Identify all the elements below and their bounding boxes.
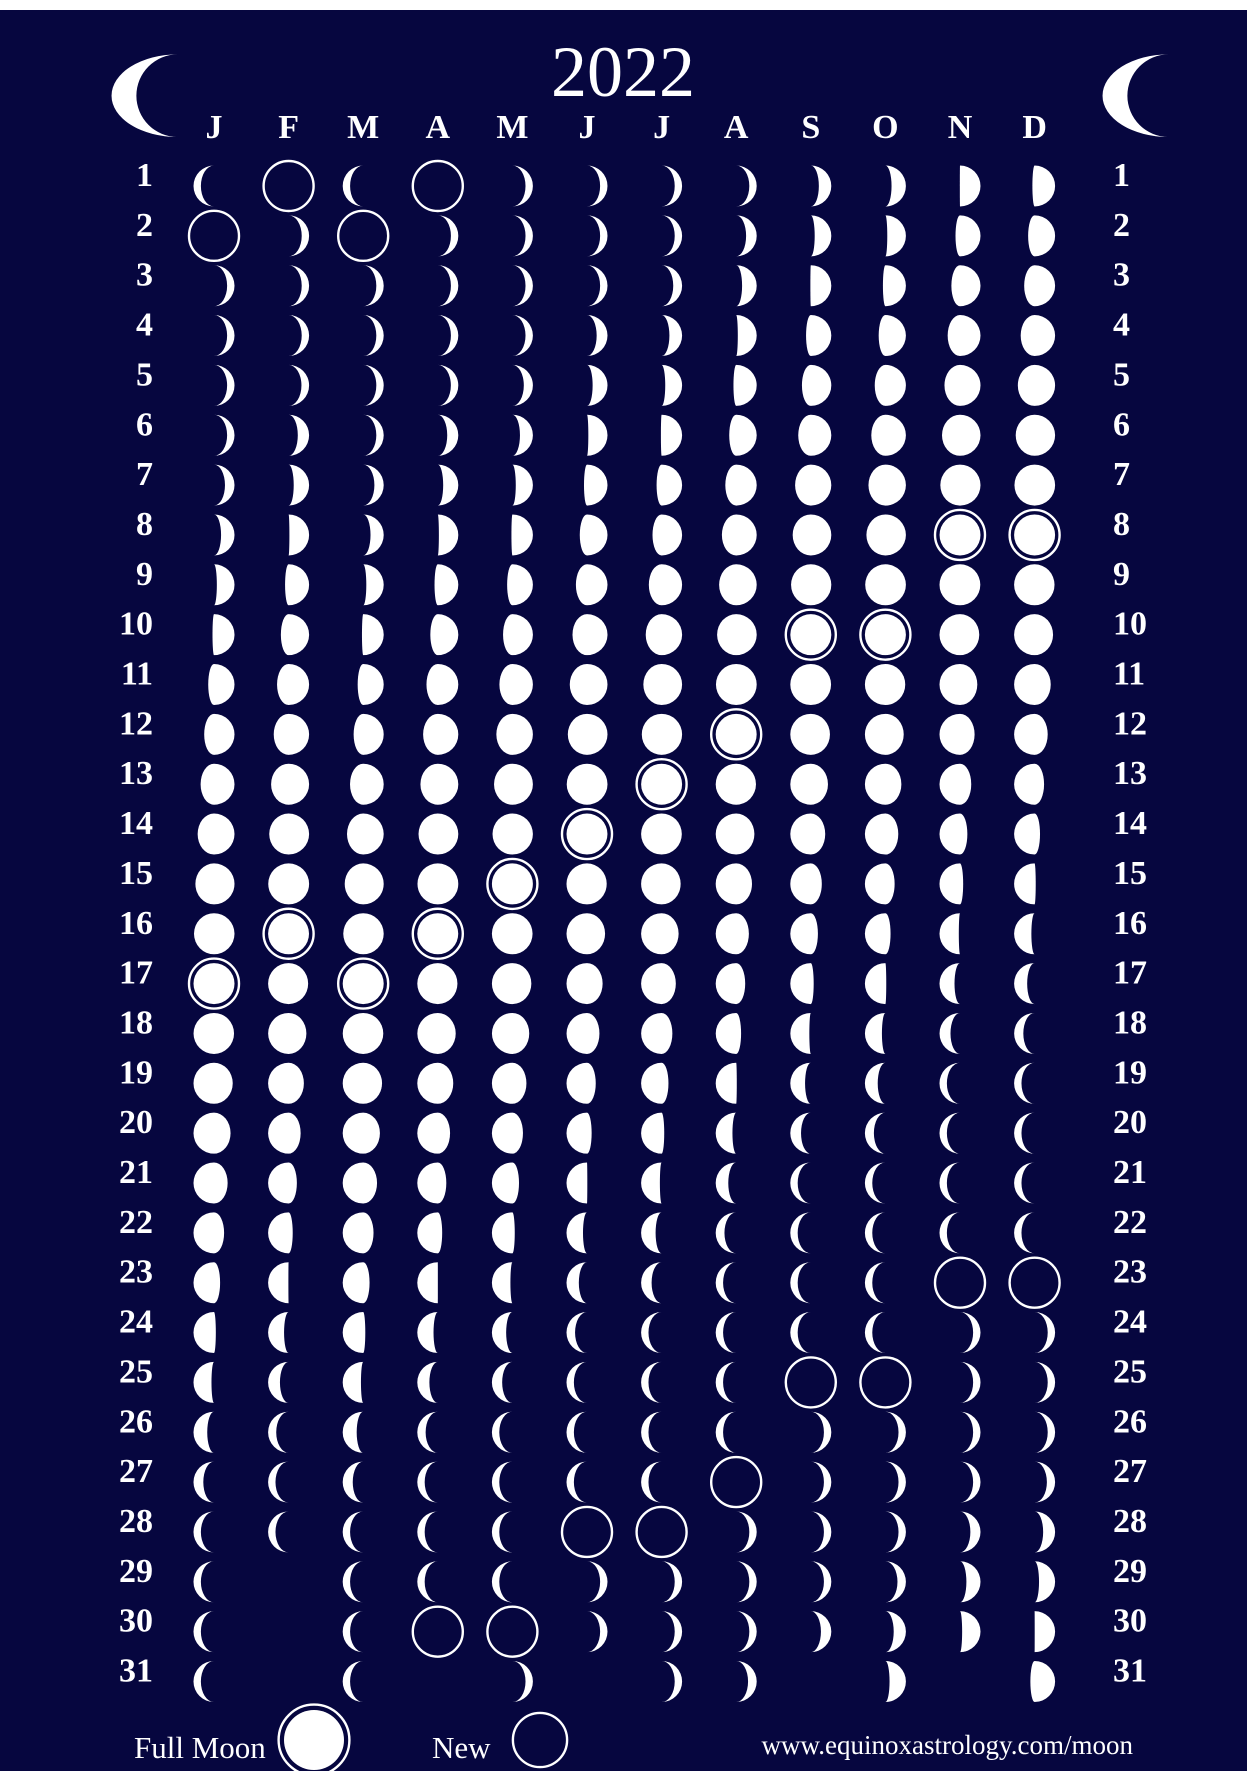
svg-text:22: 22	[1113, 1204, 1147, 1241]
svg-text:1: 1	[136, 157, 153, 194]
svg-text:28: 28	[119, 1503, 153, 1540]
svg-text:2022: 2022	[551, 32, 695, 112]
svg-text:4: 4	[1113, 307, 1130, 344]
svg-text:2: 2	[1113, 207, 1130, 244]
svg-text:24: 24	[119, 1304, 153, 1341]
svg-text:11: 11	[121, 656, 153, 693]
svg-text:Full Moon: Full Moon	[134, 1730, 266, 1765]
svg-text:10: 10	[1113, 606, 1147, 643]
svg-text:8: 8	[136, 506, 153, 543]
svg-text:30: 30	[1113, 1603, 1147, 1640]
svg-text:1: 1	[1113, 157, 1130, 194]
svg-text:28: 28	[1113, 1503, 1147, 1540]
svg-text:31: 31	[119, 1653, 153, 1690]
svg-text:31: 31	[1113, 1653, 1147, 1690]
svg-text:11: 11	[1113, 656, 1145, 693]
svg-text:9: 9	[136, 556, 153, 593]
svg-text:9: 9	[1113, 556, 1130, 593]
svg-text:2: 2	[136, 207, 153, 244]
svg-text:19: 19	[1113, 1054, 1147, 1091]
svg-text:New: New	[432, 1730, 491, 1765]
svg-text:17: 17	[119, 955, 153, 992]
svg-text:www.equinoxastrology.com/moon: www.equinoxastrology.com/moon	[762, 1730, 1134, 1760]
svg-text:14: 14	[119, 805, 153, 842]
svg-text:29: 29	[119, 1553, 153, 1590]
svg-text:24: 24	[1113, 1304, 1147, 1341]
svg-text:15: 15	[1113, 855, 1147, 892]
svg-text:18: 18	[1113, 1004, 1147, 1041]
svg-text:4: 4	[136, 307, 153, 344]
svg-text:12: 12	[1113, 705, 1147, 742]
svg-text:25: 25	[119, 1353, 153, 1390]
svg-text:18: 18	[119, 1004, 153, 1041]
svg-text:20: 20	[119, 1104, 153, 1141]
svg-text:8: 8	[1113, 506, 1130, 543]
svg-text:6: 6	[1113, 406, 1130, 443]
svg-text:15: 15	[119, 855, 153, 892]
svg-text:26: 26	[1113, 1403, 1147, 1440]
svg-text:A: A	[724, 109, 749, 146]
svg-text:J: J	[579, 109, 596, 146]
svg-text:M: M	[347, 109, 379, 146]
svg-text:16: 16	[119, 905, 153, 942]
svg-text:12: 12	[119, 705, 153, 742]
svg-text:O: O	[872, 109, 898, 146]
svg-text:A: A	[426, 109, 451, 146]
svg-text:30: 30	[119, 1603, 153, 1640]
svg-text:27: 27	[1113, 1453, 1147, 1490]
svg-text:21: 21	[1113, 1154, 1147, 1191]
svg-text:D: D	[1022, 109, 1047, 146]
svg-text:F: F	[278, 109, 299, 146]
svg-text:20: 20	[1113, 1104, 1147, 1141]
svg-text:J: J	[206, 109, 223, 146]
svg-text:25: 25	[1113, 1353, 1147, 1390]
svg-text:13: 13	[1113, 755, 1147, 792]
svg-text:5: 5	[136, 356, 153, 393]
svg-text:14: 14	[1113, 805, 1147, 842]
svg-text:27: 27	[119, 1453, 153, 1490]
svg-text:3: 3	[1113, 257, 1130, 294]
svg-text:5: 5	[1113, 356, 1130, 393]
svg-text:J: J	[653, 109, 670, 146]
svg-text:16: 16	[1113, 905, 1147, 942]
svg-text:7: 7	[136, 456, 153, 493]
svg-text:19: 19	[119, 1054, 153, 1091]
svg-text:6: 6	[136, 406, 153, 443]
svg-text:M: M	[496, 109, 528, 146]
svg-text:23: 23	[119, 1254, 153, 1291]
svg-text:26: 26	[119, 1403, 153, 1440]
svg-text:23: 23	[1113, 1254, 1147, 1291]
svg-text:10: 10	[119, 606, 153, 643]
svg-text:7: 7	[1113, 456, 1130, 493]
svg-text:3: 3	[136, 257, 153, 294]
svg-text:S: S	[801, 109, 820, 146]
svg-text:22: 22	[119, 1204, 153, 1241]
svg-text:29: 29	[1113, 1553, 1147, 1590]
svg-text:17: 17	[1113, 955, 1147, 992]
svg-text:N: N	[948, 109, 973, 146]
svg-text:13: 13	[119, 755, 153, 792]
svg-text:21: 21	[119, 1154, 153, 1191]
